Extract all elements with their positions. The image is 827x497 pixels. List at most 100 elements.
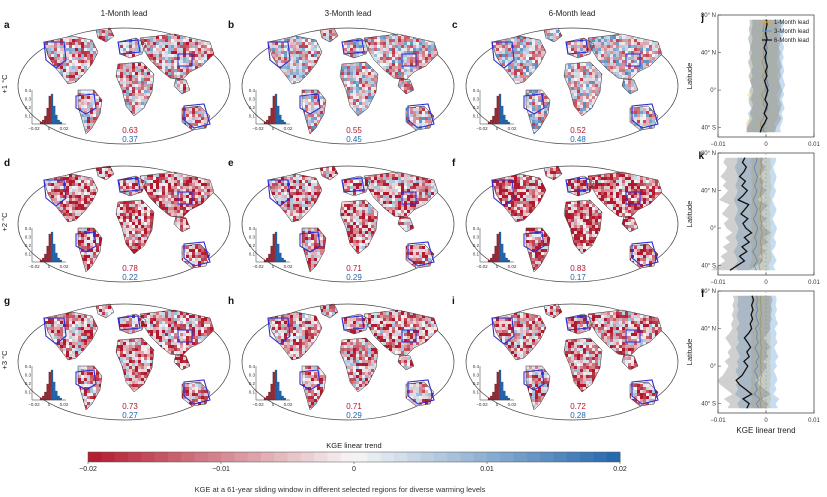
fraction-positive: 0.28 [570, 411, 586, 420]
hist-bar [494, 107, 497, 125]
continent-south-america [525, 365, 551, 411]
fraction-negative: 0.78 [122, 264, 138, 273]
series-band-3 [717, 295, 773, 409]
continent-australia [405, 243, 435, 269]
column-title: 6-Month lead [549, 9, 596, 18]
continent-south-america [77, 365, 103, 411]
region-box-1 [267, 179, 291, 207]
hist-x-tick: 0 [48, 402, 51, 407]
hist-bar [272, 95, 275, 125]
fraction-positive: 0.27 [122, 411, 138, 420]
hist-bar [507, 121, 510, 125]
hist-bar [507, 259, 510, 263]
fraction-negative: 0.52 [570, 126, 586, 135]
colorbar-segment [194, 452, 209, 462]
fraction-negative: 0.83 [570, 264, 586, 273]
hist-bar [270, 107, 273, 125]
continent-australia [629, 381, 659, 407]
hist-x-tick: 0.02 [60, 264, 69, 269]
colorbar-segment [221, 452, 235, 462]
continent-south-america [301, 89, 327, 135]
region-box-5 [183, 241, 211, 267]
region-box-4 [177, 53, 193, 67]
map-panel-c: 0.4 0.3 0.2 0.1 −0.02 0 0.02 0.520.48 c [452, 20, 679, 145]
panel-letter: k [698, 151, 704, 162]
x-tick-label: −0.01 [710, 142, 726, 148]
colorbar-segment [526, 452, 541, 462]
colorbar-segment [127, 452, 142, 462]
y-tick-label: 40° N [701, 327, 716, 333]
y-tick-label: 80° N [701, 289, 716, 295]
hist-x-tick: 0 [272, 126, 275, 131]
hist-x-tick: 0 [496, 126, 499, 131]
column-title: 3-Month lead [325, 9, 372, 18]
hist-bar [274, 93, 278, 125]
fraction-negative: 0.73 [122, 402, 138, 411]
line-panel-j: 80° N 40° N 0° 40° S −0.01 0 0.01 Latitude j 1-Mo… [685, 13, 820, 148]
hist-bar [48, 371, 51, 401]
hist-bar [487, 397, 491, 401]
hist-x-tick: 0.02 [284, 126, 293, 131]
hist-bar [501, 243, 504, 263]
x-tick-label: 0.01 [808, 418, 820, 424]
region-box-1 [43, 179, 67, 207]
hist-bar [50, 93, 54, 125]
colorbar-segment [327, 452, 342, 462]
colorbar-segment [274, 452, 288, 462]
continent-south-america [301, 365, 327, 411]
colorbar-segment [234, 452, 248, 462]
hist-x-tick: 0 [496, 264, 499, 269]
colorbar-tick-label: −0.01 [212, 466, 230, 473]
continent-north-america [491, 311, 547, 361]
hist-y-tick: 0.4 [473, 226, 480, 231]
series-line-1 [758, 157, 763, 271]
hist-bar [277, 105, 280, 125]
hist-y-tick: 0.3 [249, 235, 256, 240]
colorbar-segment [500, 452, 514, 462]
panel-letter: i [452, 296, 455, 307]
hist-y-tick: 0.1 [25, 390, 32, 395]
y-tick-label: 80° N [701, 151, 716, 157]
hist-y-tick: 0.4 [25, 88, 32, 93]
hist-x-tick: 0.02 [60, 126, 69, 131]
fraction-negative: 0.71 [346, 402, 362, 411]
continent-africa [115, 61, 155, 117]
y-tick-label: 0° [710, 226, 716, 232]
hist-bar [283, 259, 286, 263]
region-box-1 [267, 317, 291, 345]
colorbar-segment [101, 452, 115, 462]
hist-bar [53, 381, 56, 401]
panel-letter: d [4, 158, 10, 169]
region-box-5 [183, 103, 211, 129]
region-box-2 [523, 231, 545, 253]
fraction-negative: 0.72 [570, 402, 586, 411]
hist-bar [39, 397, 43, 401]
x-tick-label: −0.01 [710, 418, 726, 424]
hist-bar [492, 253, 495, 263]
region-box-4 [625, 329, 641, 343]
hist-x-tick: 0.02 [508, 402, 517, 407]
region-box-4 [401, 53, 417, 67]
hist-bar [263, 121, 267, 125]
continent-asia [587, 171, 663, 219]
inset-histogram: 0.4 0.3 0.2 0.1 −0.02 0 0.02 [473, 88, 517, 131]
hist-bar [492, 115, 495, 125]
hist-bar [44, 391, 47, 401]
series-line-3 [759, 19, 769, 133]
colorbar-segment [460, 452, 475, 462]
colorbar-tick-label: 0.02 [613, 466, 627, 473]
map-panel-d: 0.4 0.3 0.2 0.1 −0.02 0 0.02 0.780.22 d [4, 158, 231, 283]
series-line-2 [753, 295, 761, 409]
continent-north-america [267, 173, 323, 223]
region-box-2 [523, 93, 545, 115]
continent-greenland [95, 27, 115, 43]
hist-y-tick: 0.3 [473, 373, 480, 378]
hist-y-tick: 0.2 [25, 105, 32, 110]
hist-y-tick: 0.1 [473, 114, 480, 119]
hist-bar [274, 231, 278, 263]
colorbar-segment [367, 452, 381, 462]
hist-bar [503, 252, 506, 263]
hist-bar [496, 371, 499, 401]
series-line-2 [752, 157, 759, 271]
continent-south-america [525, 227, 551, 273]
